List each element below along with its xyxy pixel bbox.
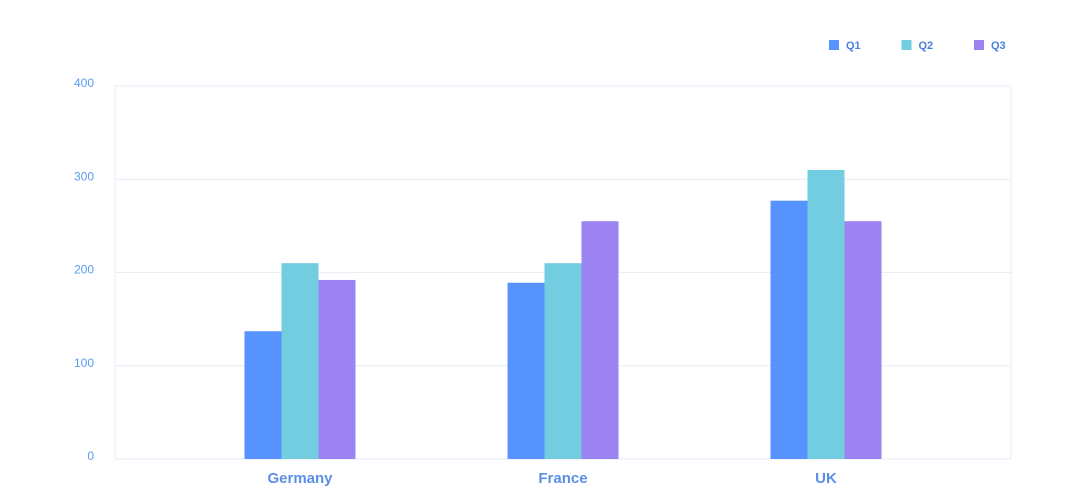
- legend-label: Q2: [919, 40, 934, 52]
- y-tick-label: 200: [74, 263, 94, 277]
- y-tick-label: 0: [87, 449, 94, 463]
- x-tick-label: UK: [815, 470, 837, 487]
- legend-swatch: [974, 40, 984, 50]
- legend-swatch: [829, 40, 839, 50]
- y-tick-label: 100: [74, 356, 94, 370]
- bar: [244, 331, 282, 459]
- bar: [544, 263, 582, 459]
- bar: [318, 279, 356, 459]
- x-tick-label: Germany: [267, 470, 333, 487]
- x-tick-label: France: [538, 470, 587, 487]
- bar: [281, 263, 319, 459]
- bar: [844, 221, 882, 459]
- bar: [507, 282, 545, 459]
- bar: [807, 169, 845, 460]
- bar: [581, 221, 619, 459]
- legend-label: Q1: [846, 40, 861, 52]
- y-tick-label: 300: [74, 169, 94, 183]
- legend-label: Q3: [991, 40, 1006, 52]
- bar: [770, 200, 808, 459]
- legend-swatch: [901, 40, 912, 50]
- y-tick-label: 400: [74, 76, 94, 90]
